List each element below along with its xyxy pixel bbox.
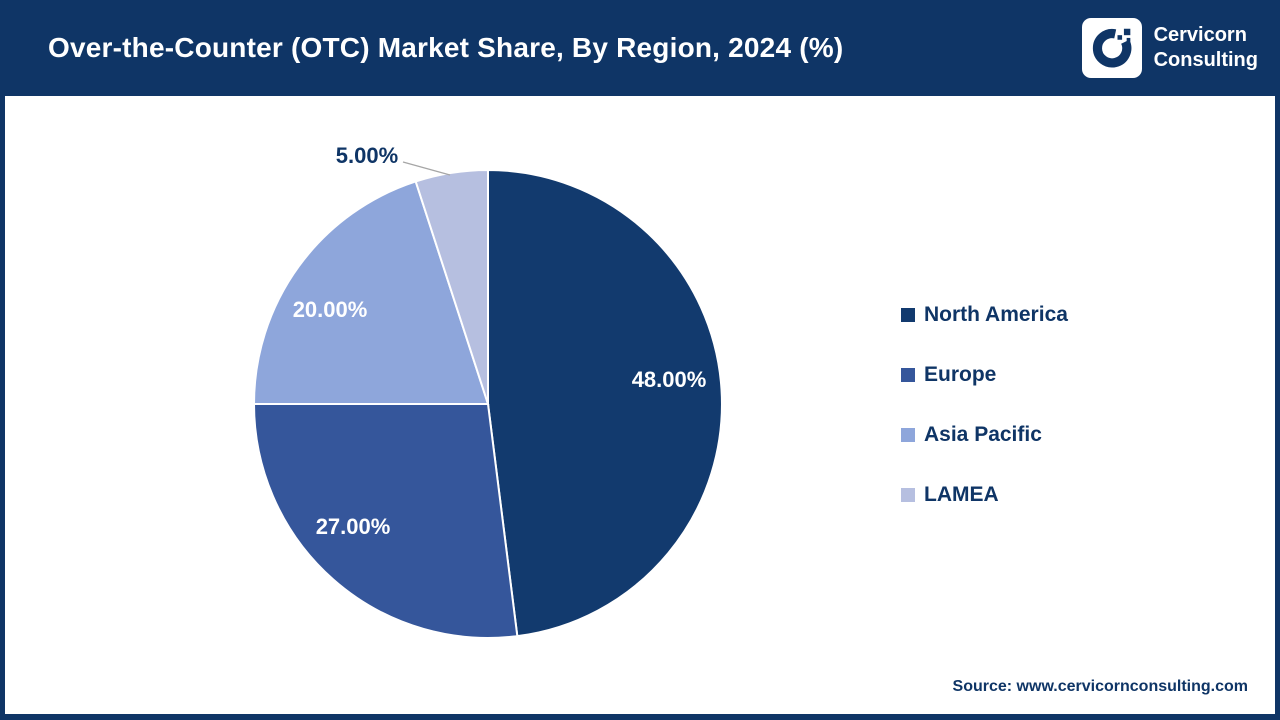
brand-name-line1: Cervicorn (1153, 24, 1247, 46)
slice-label-europe: 27.00% (315, 514, 391, 539)
legend-swatch-lamea-icon (901, 487, 915, 502)
legend-item-europe: Europe (901, 363, 1068, 386)
pie-slice-lamea (414, 168, 489, 405)
legend-item-lamea: LAMEA (901, 483, 1068, 506)
page-title: Over-the-Counter (OTC) Market Share, By … (48, 32, 844, 63)
pie-slice-asia-pacific (252, 180, 490, 405)
legend-label-europe: Europe (924, 362, 997, 386)
brand-logo: Cervicorn Consulting (1081, 18, 1258, 78)
legend-label-lamea: LAMEA (924, 482, 999, 506)
label-leader-line (402, 161, 451, 176)
header-bar: Over-the-Counter (OTC) Market Share, By … (0, 0, 1280, 96)
legend-item-north-america: North America (901, 303, 1068, 326)
legend-swatch-asia-pacific-icon (901, 427, 915, 442)
source-text: Source: www.cervicornconsulting.com (952, 678, 1248, 695)
frame-border-left (0, 0, 5, 720)
frame-border-right (1275, 0, 1280, 720)
pie-slice-north-america (487, 168, 723, 638)
brand-logo-icon (1081, 18, 1142, 78)
legend-swatch-north-america-icon (901, 307, 915, 322)
legend-label-north-america: North America (924, 302, 1068, 326)
chart-legend: North America Europe Asia Pacific LAMEA (901, 303, 1068, 506)
slice-label-lamea: 5.00% (335, 143, 399, 168)
cervicorn-c-icon (1092, 28, 1131, 68)
brand-name: Cervicorn Consulting (1154, 23, 1258, 73)
legend-item-asia-pacific: Asia Pacific (901, 423, 1068, 446)
slice-label-north-america: 48.00% (631, 367, 707, 392)
frame-border-bottom (0, 714, 1280, 720)
brand-name-line2: Consulting (1153, 49, 1258, 71)
pie-slices (252, 168, 723, 639)
legend-label-asia-pacific: Asia Pacific (924, 422, 1042, 446)
slice-label-asia-pacific: 20.00% (292, 297, 368, 322)
legend-swatch-europe-icon (901, 367, 915, 382)
